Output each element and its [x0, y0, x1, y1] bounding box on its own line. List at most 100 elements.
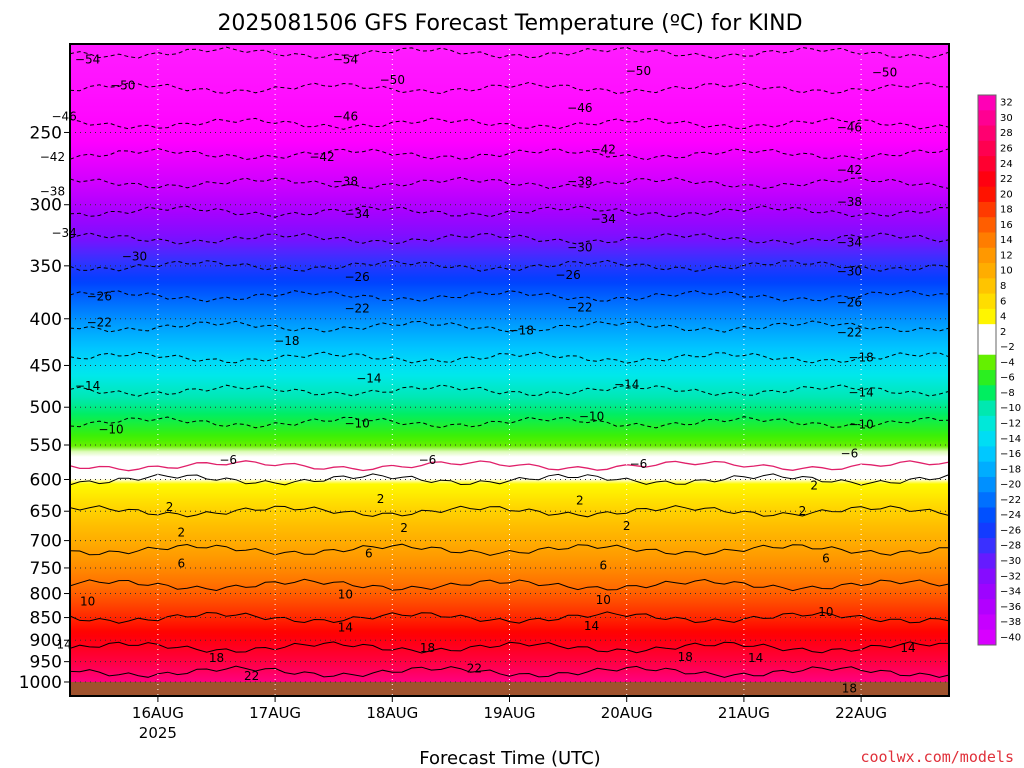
contour-label: −54: [75, 53, 100, 67]
y-tick-label: 950: [30, 653, 62, 673]
colorbar-swatch: [978, 171, 996, 188]
colorbar-label: −38: [1000, 617, 1021, 628]
contour-label: 6: [599, 558, 607, 572]
contour-label: 14: [900, 641, 915, 655]
contour-label: 2: [166, 500, 174, 514]
isotherm-line: [69, 351, 950, 364]
contour-label: 2: [178, 526, 186, 540]
colorbar-label: −18: [1000, 464, 1021, 475]
contour-label: −26: [837, 296, 862, 310]
colorbar-label: 8: [1000, 281, 1006, 292]
contour-label: −46: [51, 109, 76, 123]
y-tick-label: 850: [30, 609, 62, 629]
contour-label: −10: [579, 410, 604, 424]
contour-label: −14: [614, 377, 639, 391]
colorbar-label: 14: [1000, 235, 1013, 246]
contour-label: −22: [567, 301, 592, 315]
contour-label: 2: [576, 494, 584, 508]
y-axis-ticks: 2503003504004505005506006507007508008509…: [19, 123, 70, 693]
colorbar-swatch: [978, 400, 996, 417]
contour-label: −38: [333, 175, 358, 189]
contour-label: −14: [848, 386, 873, 400]
contour-label: −30: [567, 240, 592, 254]
contour-label: 14: [56, 638, 71, 652]
contour-label: −6: [219, 453, 237, 467]
contour-label: −26: [555, 268, 580, 282]
y-tick-label: 350: [30, 257, 62, 277]
isotherm-line: [69, 232, 950, 245]
contour-label: 18: [842, 682, 857, 696]
contour-label: −10: [344, 417, 369, 431]
colorbar-label: −8: [1000, 388, 1015, 399]
y-tick-label: 1000: [19, 673, 62, 693]
colorbar-label: −30: [1000, 556, 1021, 567]
colorbar-swatch: [978, 461, 996, 478]
contour-label: 18: [209, 651, 224, 665]
isotherm-line: [69, 320, 950, 333]
x-tick-label: 21AUG: [718, 704, 770, 722]
contour-label: −30: [122, 250, 147, 264]
contour-label: −18: [274, 334, 299, 348]
colorbar-label: 18: [1000, 205, 1013, 216]
colorbar-swatch: [978, 431, 996, 447]
colorbar-label: −40: [1000, 632, 1021, 643]
contour-label: 10: [80, 594, 95, 608]
freezing-level-line: [69, 460, 950, 472]
isotherm-line: [69, 665, 950, 678]
contour-label: 6: [822, 551, 830, 565]
contour-label: 18: [420, 641, 435, 655]
contour-label: 2: [377, 492, 385, 506]
x-tick-label: 17AUG: [249, 704, 301, 722]
contour-label: −14: [75, 379, 100, 393]
contour-label: −26: [87, 289, 112, 303]
colorbar-label: −36: [1000, 602, 1021, 613]
contour-label: −10: [98, 423, 123, 437]
isotherm-line: [69, 611, 950, 624]
contour-label: 10: [338, 588, 353, 602]
contour-label: 2: [623, 519, 631, 533]
colorbar-swatch: [978, 629, 996, 646]
colorbar-label: 32: [1000, 98, 1013, 109]
colorbar-label: −14: [1000, 434, 1021, 445]
y-tick-label: 800: [30, 585, 62, 605]
contour-label: −50: [626, 64, 651, 78]
colorbar-swatch: [978, 568, 996, 585]
colorbar-label: −22: [1000, 495, 1021, 506]
colorbar-label: −12: [1000, 418, 1021, 429]
colorbar-swatch: [978, 522, 996, 539]
contour-label: −34: [344, 207, 369, 221]
colorbar-swatch: [978, 370, 996, 386]
contour-labels: −54 −54 −50 −50 −50 −50 −46 −46 −46 −46 −42 −42 −42 −…: [40, 53, 916, 696]
isotherm-line: [69, 543, 950, 556]
contour-label: 6: [365, 546, 373, 560]
y-tick-label: 550: [30, 436, 62, 456]
colorbar-swatch: [978, 110, 996, 127]
colorbar-swatch: [978, 553, 996, 570]
colorbar-label: 28: [1000, 128, 1013, 139]
colorbar-swatch: [978, 614, 996, 631]
contour-label: −38: [567, 175, 592, 189]
colorbar-label: 26: [1000, 143, 1013, 154]
gridlines: [70, 44, 949, 696]
contour-label: 22: [244, 669, 259, 683]
colorbar-swatch: [978, 263, 996, 279]
y-tick-label: 700: [30, 532, 62, 552]
x-tick-sublabel: 2025: [139, 724, 177, 742]
contour-label: −54: [333, 53, 358, 67]
colorbar-label: −10: [1000, 403, 1021, 414]
colorbar-label: −24: [1000, 510, 1021, 521]
x-tick-label: 16AUG: [132, 704, 184, 722]
colorbar-legend: 32 30 28 26 24 22 20 18 16 14 12 10 8 6 4 2 −2 −4 −6 −8 −10 −…: [977, 94, 1021, 646]
y-tick-label: 450: [30, 356, 62, 376]
colorbar-swatch: [978, 583, 996, 600]
contour-label: 2: [400, 521, 408, 535]
contour-label: 14: [748, 651, 763, 665]
contour-label: −18: [509, 323, 534, 337]
colorbar-label: 22: [1000, 174, 1013, 185]
contour-label: 10: [596, 593, 611, 607]
colorbar-swatch: [978, 538, 996, 554]
contour-label: −30: [837, 264, 862, 278]
ground-fill: [70, 681, 949, 696]
y-tick-label: 650: [30, 502, 62, 522]
